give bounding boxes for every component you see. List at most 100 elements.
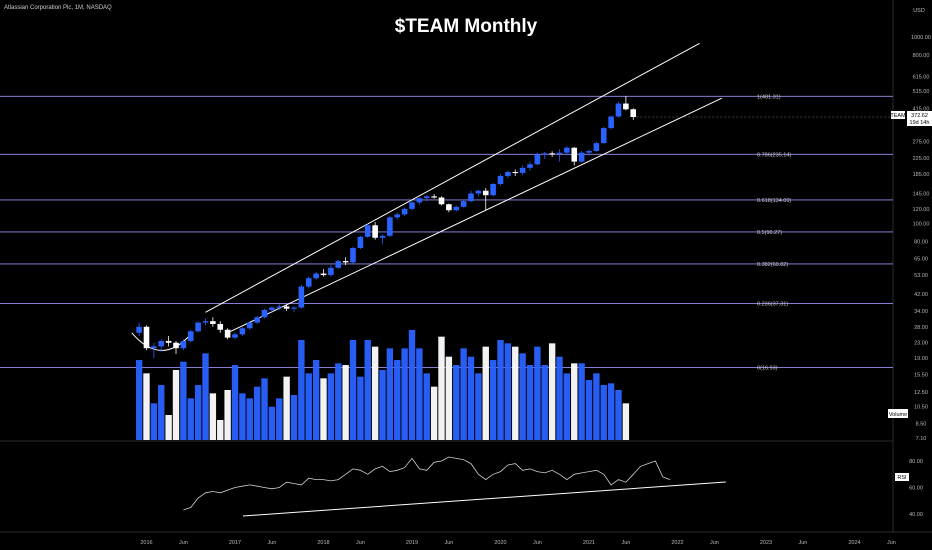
rsi-tick-label: 80.00	[909, 459, 923, 465]
candle-body	[202, 321, 209, 323]
candle-body	[394, 214, 401, 218]
candle-body	[460, 201, 467, 207]
candle-body	[527, 164, 533, 168]
candle-body	[482, 190, 489, 196]
candle-body	[401, 208, 408, 215]
price-tick-label: 19.00	[914, 356, 928, 362]
candle-body	[151, 346, 157, 349]
candle-body	[261, 309, 268, 318]
volume-bar	[497, 340, 504, 440]
time-axis: 2016 Jun 2017 Jun 2018 Jun 2019 Jun 2020 Jun 2021 J…	[140, 540, 895, 546]
volume-bar	[231, 365, 239, 440]
time-tick-label: Jun	[887, 540, 896, 546]
candle-body	[586, 150, 592, 153]
countdown-tag: 19d 14h	[910, 120, 930, 126]
volume-bar	[541, 365, 548, 440]
candle-body	[512, 172, 519, 174]
price-tick-label: 120.00	[913, 207, 930, 213]
volume-bar	[526, 365, 534, 440]
candle-body	[276, 306, 283, 308]
volume-bar	[150, 403, 158, 440]
volume-bar	[504, 343, 512, 440]
candle-body	[328, 267, 334, 276]
volume-bar	[165, 415, 172, 440]
candle-body	[232, 334, 238, 338]
candle-body	[313, 273, 319, 279]
volume-bar	[246, 398, 253, 440]
volume-bar	[489, 360, 497, 440]
candle-body	[165, 340, 172, 343]
time-tick-label: Jun	[267, 540, 276, 546]
price-tick-label: 80.00	[914, 240, 928, 246]
symbol-tag: TEAM	[890, 113, 906, 119]
price-tick-label: 515.00	[913, 89, 930, 95]
volume-bar	[593, 373, 600, 440]
price-tick-label: 15.50	[914, 373, 928, 379]
volume-bar	[585, 380, 593, 440]
candle-body	[158, 340, 165, 347]
volume-bar	[475, 373, 482, 440]
price-tick-label: 1000.00	[911, 35, 931, 41]
time-tick-label: 2023	[760, 540, 772, 546]
candle-body	[335, 261, 342, 268]
volume-bars: Volume	[135, 330, 908, 440]
channel-lower-line	[227, 97, 722, 334]
volume-bar	[430, 386, 438, 440]
candle-body	[519, 167, 526, 173]
price-tick-label: 615.00	[913, 74, 930, 80]
fib-level-label: 0(16.93)	[757, 366, 778, 372]
time-tick-label: Jun	[179, 540, 188, 546]
candle-body	[364, 225, 371, 237]
candle-body	[387, 217, 393, 236]
volume-bar	[371, 346, 379, 440]
price-tick-label: 12.50	[914, 390, 928, 396]
volume-bar	[607, 383, 615, 440]
volume-bar	[556, 356, 563, 440]
candle-body	[416, 198, 423, 203]
price-tick-label: 23.00	[914, 341, 928, 347]
time-tick-label: Jun	[444, 540, 453, 546]
time-tick-label: 2020	[494, 540, 506, 546]
candle-body	[195, 322, 201, 332]
candle-body	[438, 197, 445, 205]
volume-bar	[239, 393, 246, 440]
time-tick-label: 2021	[583, 540, 595, 546]
fib-level-label: 0.382(60.82)	[757, 262, 788, 268]
volume-bar	[512, 346, 519, 440]
candle-body	[534, 154, 541, 165]
rsi-line	[183, 456, 671, 511]
volume-bar	[268, 406, 276, 440]
volume-bar	[283, 376, 290, 440]
price-tick-label: 8.50	[916, 421, 927, 427]
rsi-tick-label: 60.00	[909, 486, 923, 492]
volume-bar	[261, 378, 268, 440]
volume-bar	[312, 360, 320, 440]
candle-body	[298, 286, 305, 308]
volume-bar	[622, 403, 630, 440]
volume-bar	[534, 346, 541, 440]
volume-bar	[217, 420, 224, 440]
volume-bar	[445, 356, 453, 440]
price-tick-label: 65.00	[914, 257, 928, 263]
fib-level-label: 0.236(37.31)	[757, 302, 788, 308]
candle-body	[379, 235, 386, 238]
volume-bar	[224, 390, 231, 440]
candle-body	[246, 322, 253, 329]
time-tick-label: 2016	[140, 540, 152, 546]
time-tick-label: 2024	[848, 540, 860, 546]
volume-bar	[600, 385, 607, 440]
rsi-tick-label: 40.00	[909, 512, 923, 518]
candle-body	[453, 206, 460, 211]
candle-body	[217, 323, 224, 330]
time-tick-label: Jun	[356, 540, 365, 546]
rsi-label: RSI	[897, 475, 907, 481]
candle-body	[431, 196, 437, 198]
candle-body	[475, 190, 482, 194]
volume-bar	[194, 385, 202, 440]
volume-bar	[438, 336, 445, 440]
candle-body	[187, 331, 194, 341]
candle-body	[291, 307, 297, 309]
volume-bar	[615, 390, 622, 440]
candle-body	[136, 326, 142, 333]
